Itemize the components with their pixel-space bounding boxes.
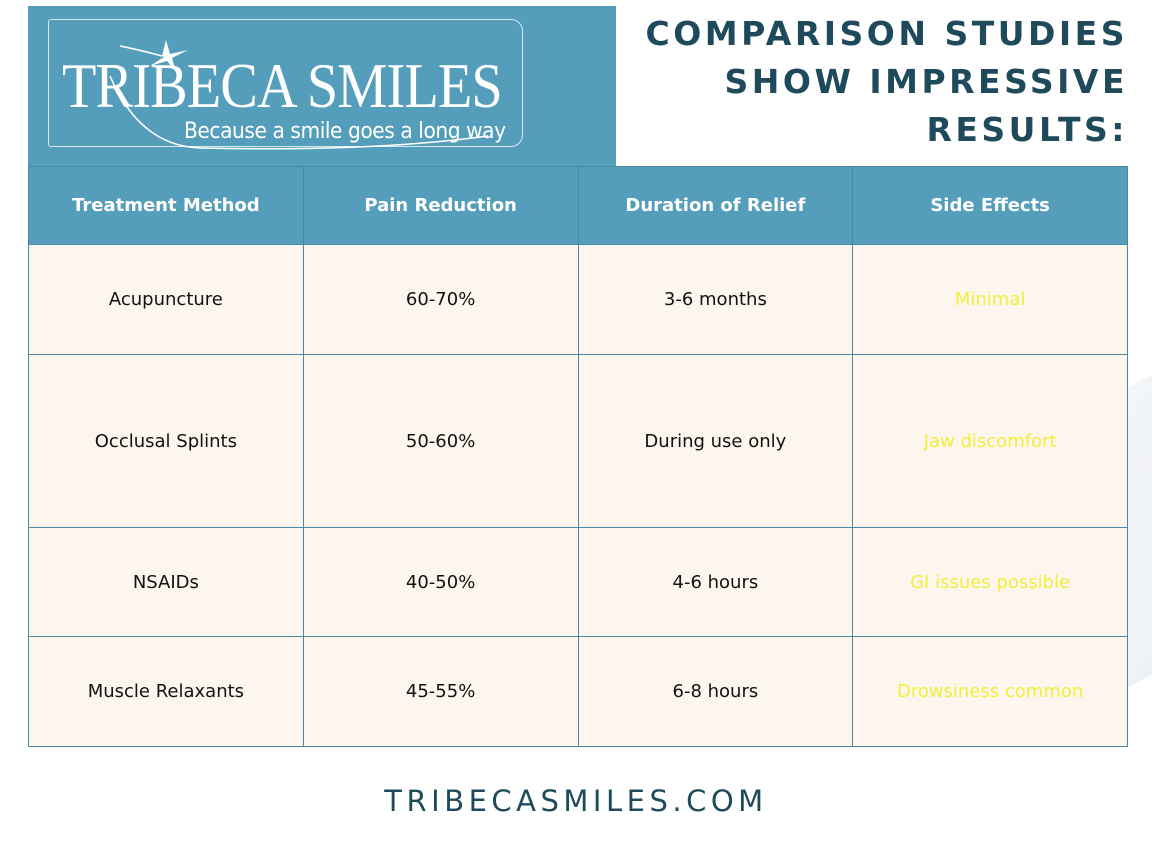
cell-pain: 50-60% (302, 354, 579, 528)
cell-pain: 45-55% (302, 636, 579, 747)
page-headline: COMPARISON STUDIES SHOW IMPRESSIVE RESUL… (628, 10, 1128, 154)
table-header-row: Treatment Method Pain Reduction Duration… (28, 166, 1128, 245)
cell-pain: 40-50% (302, 527, 579, 637)
sparkle-star-icon (120, 40, 188, 72)
header-treatment-method: Treatment Method (28, 166, 304, 245)
headline-line-1: COMPARISON STUDIES (645, 14, 1128, 53)
cell-side-effects: Drowsiness common (852, 636, 1128, 747)
headline-line-3: RESULTS: (926, 110, 1128, 149)
table-row: Acupuncture 60-70% 3-6 months Minimal (28, 244, 1128, 355)
logo-wordmark: TRIBECA SMILES (62, 50, 503, 121)
logo-swoosh (109, 76, 489, 150)
cell-method: Occlusal Splints (28, 354, 304, 528)
website-url: TRIBECASMILES.COM (384, 784, 768, 818)
cell-side-effects: Jaw discomfort (852, 354, 1128, 528)
cell-method: Acupuncture (28, 244, 304, 355)
cell-duration: 6-8 hours (577, 636, 854, 747)
cell-side-effects: GI issues possible (852, 527, 1128, 637)
table-row: NSAIDs 40-50% 4-6 hours GI issues possib… (28, 527, 1128, 637)
cell-pain: 60-70% (302, 244, 579, 355)
logo-frame (48, 19, 523, 147)
cell-duration: 3-6 months (577, 244, 854, 355)
header-duration-of-relief: Duration of Relief (577, 166, 854, 245)
cell-method: NSAIDs (28, 527, 304, 637)
logo-tagline: Because a smile goes a long way (184, 119, 506, 144)
table-row: Occlusal Splints 50-60% During use only … (28, 354, 1128, 528)
headline-line-2: SHOW IMPRESSIVE (724, 62, 1128, 101)
table-row: Muscle Relaxants 45-55% 6-8 hours Drowsi… (28, 636, 1128, 747)
header-pain-reduction: Pain Reduction (302, 166, 579, 245)
cell-method: Muscle Relaxants (28, 636, 304, 747)
comparison-table: Treatment Method Pain Reduction Duration… (28, 166, 1128, 747)
header-side-effects: Side Effects (852, 166, 1128, 245)
cell-duration: 4-6 hours (577, 527, 854, 637)
cell-side-effects: Minimal (852, 244, 1128, 355)
logo-panel: TRIBECA SMILES Because a smile goes a lo… (28, 6, 616, 168)
cell-duration: During use only (577, 354, 854, 528)
